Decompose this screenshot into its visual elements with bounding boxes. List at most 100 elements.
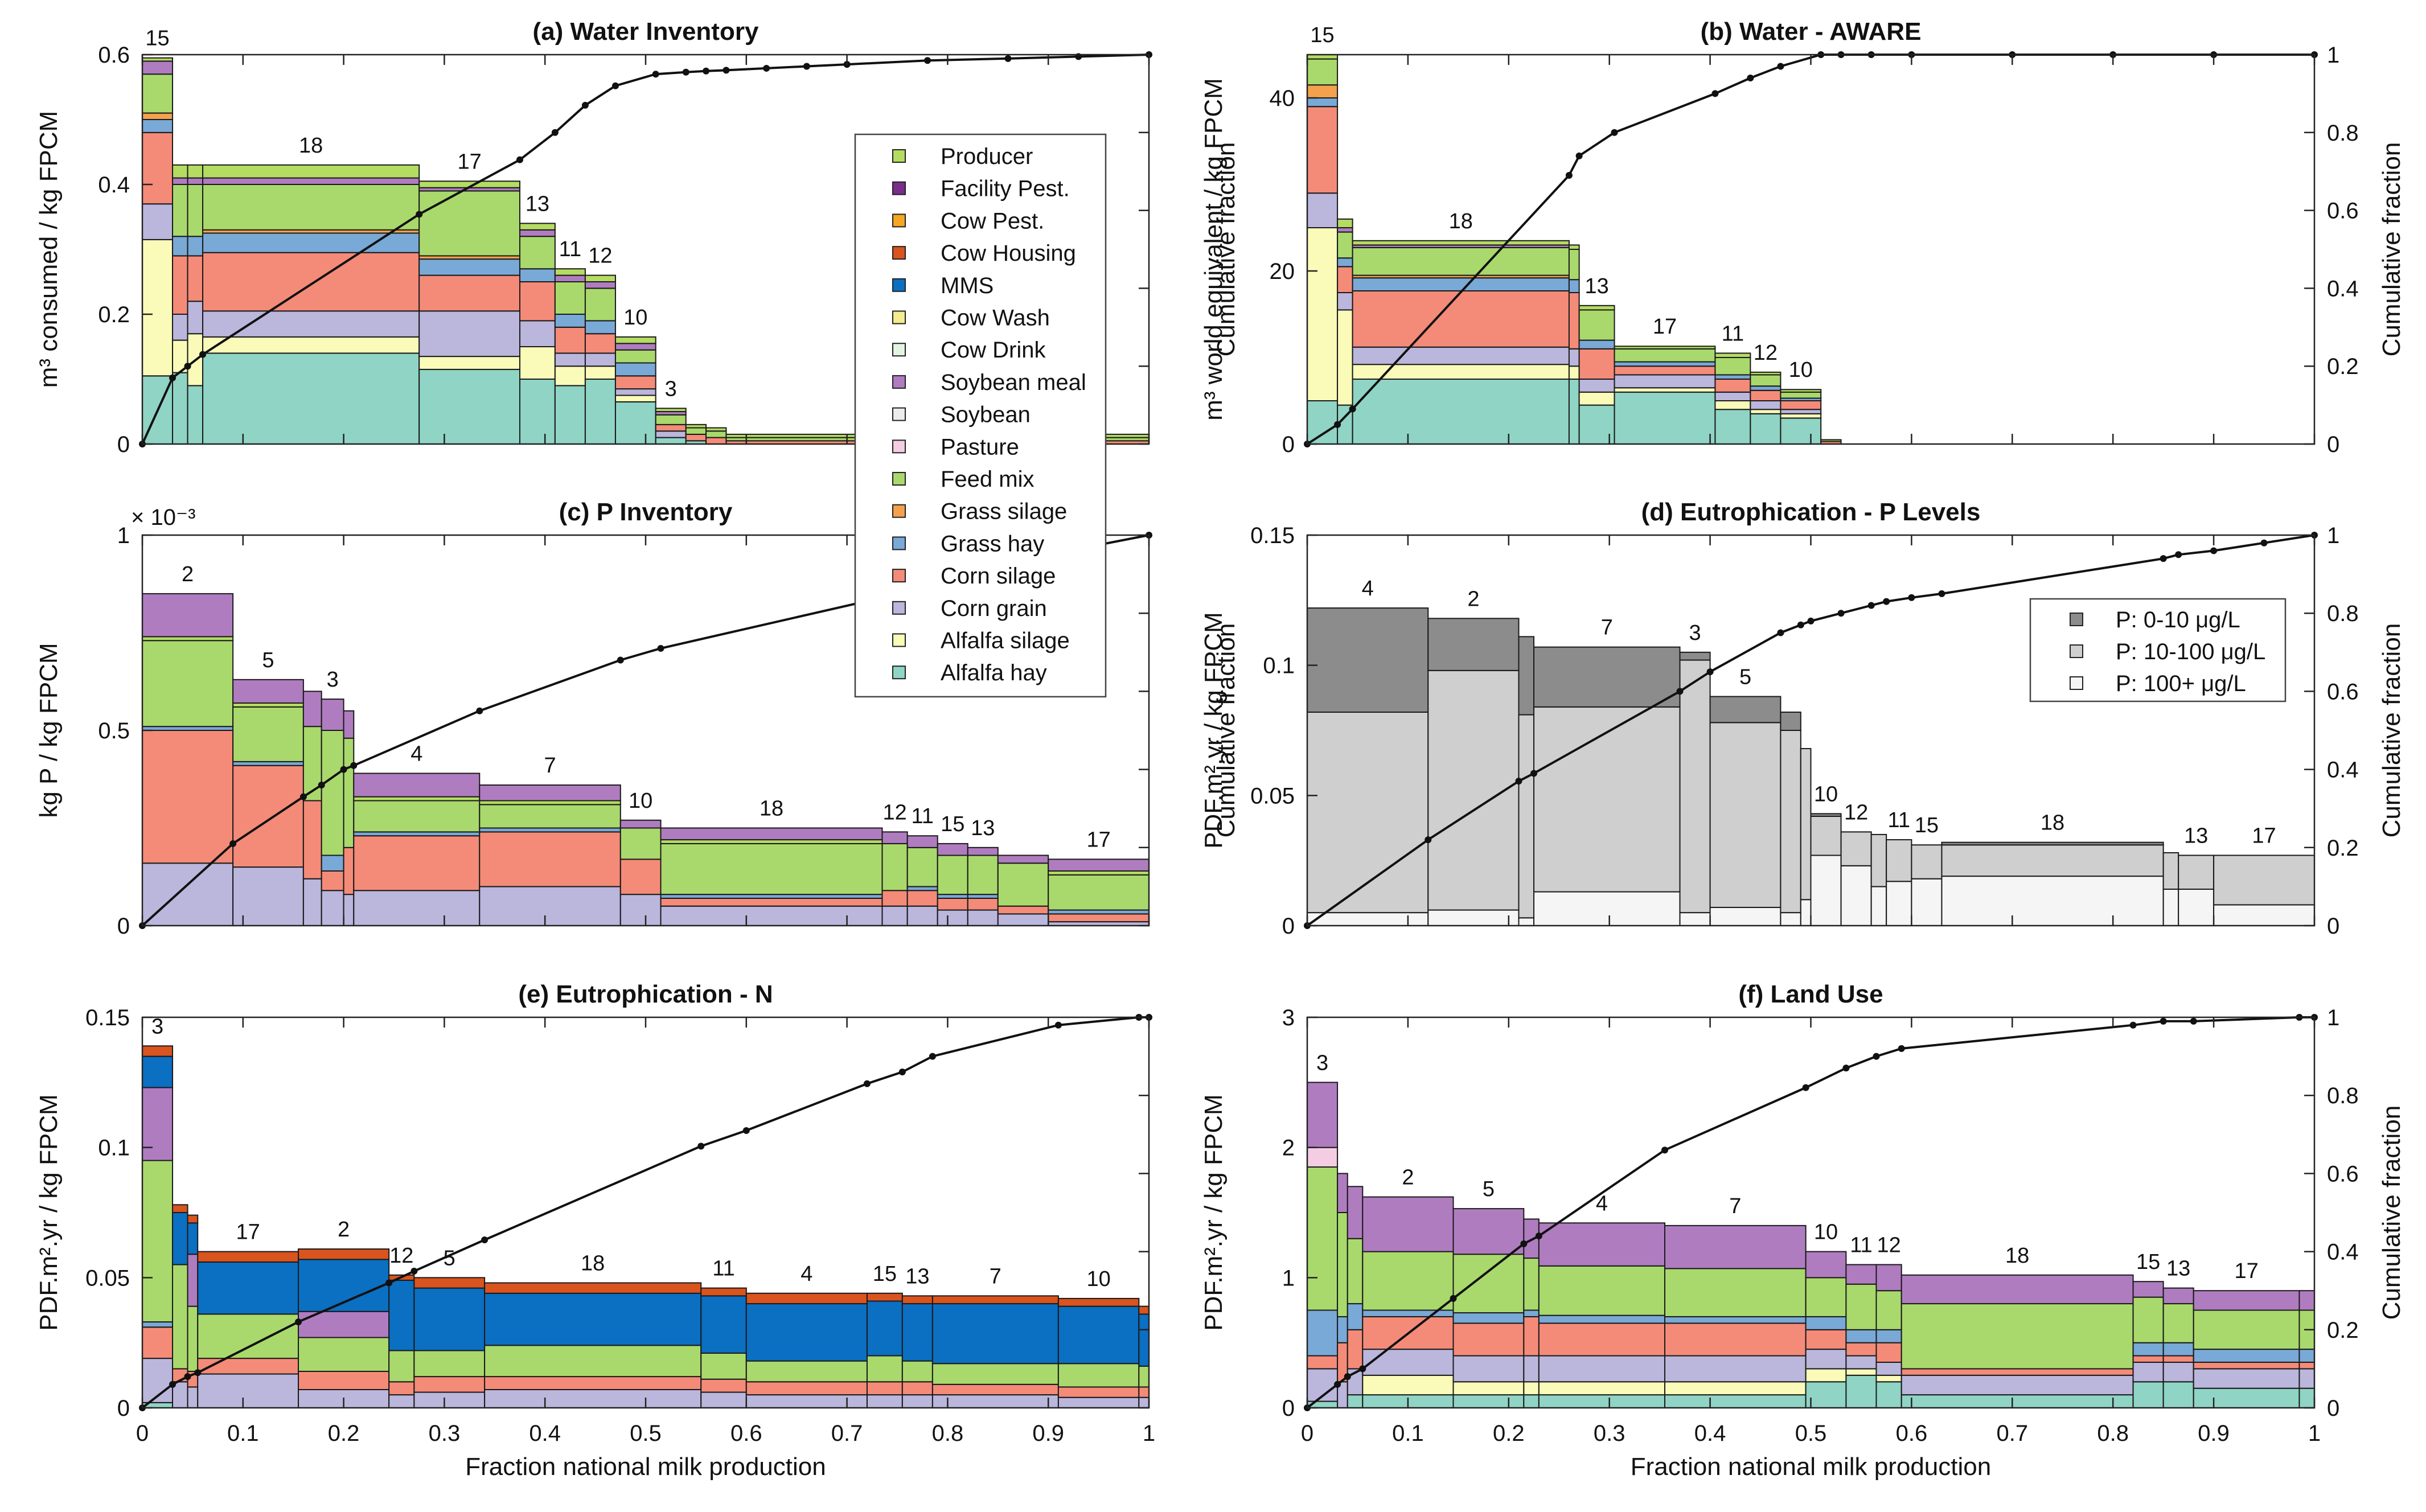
bar-label: 7: [1601, 616, 1613, 640]
bar-label: 11: [712, 1257, 734, 1281]
right-tick-label: 0: [2327, 1396, 2339, 1421]
bar-segment: [967, 894, 999, 899]
cumulative-point: [1676, 688, 1684, 695]
bar-segment: [142, 57, 174, 62]
bar-segment: [1900, 1274, 2134, 1305]
bar-segment: [353, 890, 481, 927]
right-tick-label: 0.4: [2327, 276, 2359, 301]
bar-segment: [1845, 1283, 1877, 1330]
bar-segment: [2193, 1361, 2300, 1370]
bar-segment: [1780, 391, 1822, 399]
bar-segment: [554, 268, 586, 276]
bar-f-9: 11: [1845, 1233, 1877, 1408]
bar-segment: [1048, 913, 1150, 923]
bar-segment: [1780, 417, 1822, 445]
bar-segment: [1845, 1342, 1877, 1357]
bar-a-6: 11: [554, 237, 586, 445]
bar-segment: [1048, 870, 1150, 876]
cumulative-point: [229, 840, 237, 847]
right-tick-label: 1: [2327, 43, 2339, 68]
bar-segment: [519, 229, 556, 237]
bar-segment: [142, 1160, 174, 1323]
bar-segment: [1714, 409, 1751, 445]
bar-segment: [1714, 374, 1751, 380]
bar-label: 18: [1449, 209, 1473, 233]
bar-segment: [519, 320, 556, 348]
x-tick-label: 0.9: [2198, 1421, 2230, 1446]
cumulative-point: [924, 57, 931, 64]
bar-d-0: 4: [1307, 577, 1429, 926]
cumulative-point: [1898, 1045, 1905, 1052]
bar-segment: [2193, 1349, 2300, 1363]
bar-segment: [1900, 1368, 2134, 1376]
bar-segment: [1664, 1225, 1807, 1269]
bar-segment: [1614, 391, 1716, 445]
bar-segment: [187, 1386, 199, 1408]
bar-segment: [1845, 1374, 1877, 1408]
legend-label: Cow Drink: [941, 338, 1046, 363]
bar-segment: [202, 177, 420, 186]
bar-label: 10: [629, 789, 652, 813]
bar-segment: [901, 1303, 933, 1362]
bar-segment: [202, 310, 420, 338]
bar-label: 12: [882, 800, 906, 824]
bar-segment: [484, 1388, 702, 1408]
bar-segment: [1709, 906, 1781, 927]
bar-segment: [2193, 1290, 2300, 1311]
legend-swatch: [892, 665, 906, 680]
bar-label: 18: [760, 797, 783, 821]
legend-swatch: [892, 536, 906, 550]
cumulative-point: [2260, 539, 2268, 547]
bar-label: 3: [665, 377, 677, 401]
bar-segment: [172, 184, 188, 237]
bar-segment: [2162, 1355, 2194, 1363]
bar-c-0: 2: [142, 562, 234, 926]
right-tick-label: 0.2: [2327, 1318, 2359, 1343]
bar-f-15: [2298, 1290, 2316, 1408]
bar-label: 7: [544, 754, 556, 778]
legend-label: Alfalfa silage: [941, 628, 1070, 654]
bar-segment: [172, 164, 188, 179]
bar-segment: [1568, 292, 1580, 350]
bar-c-1: 5: [232, 648, 304, 926]
y-axis-label: kg P / kg FPCM: [35, 643, 63, 817]
bar-a-4: 17: [418, 150, 521, 445]
bar-segment: [202, 164, 420, 179]
bar-label: 10: [1086, 1267, 1110, 1291]
bar-segment: [1886, 881, 1912, 926]
bar-label: 15: [145, 27, 169, 51]
y-tick-label: 0: [117, 914, 130, 939]
cumulative-point: [1661, 1147, 1668, 1154]
bar-b-4: 13: [1578, 274, 1615, 445]
bar-segment: [554, 281, 586, 315]
cumulative-point: [1611, 129, 1618, 136]
bar-segment: [619, 827, 662, 860]
legend-swatch: [892, 601, 906, 615]
cumulative-point: [1747, 75, 1754, 82]
cumulative-point: [318, 782, 325, 789]
bar-segment: [142, 1087, 174, 1161]
cumulative-point: [723, 67, 730, 74]
bar-segment: [232, 706, 304, 762]
bar-segment: [2132, 1281, 2164, 1298]
bar-segment: [2132, 1381, 2164, 1408]
bar-e-10: 15: [866, 1262, 903, 1408]
bar-f-10: 12: [1875, 1233, 1902, 1408]
bar-c-6: 7: [479, 754, 621, 927]
legend-swatch: [892, 181, 906, 195]
bar-label: 7: [990, 1264, 1001, 1288]
bar-a-0: 15: [142, 27, 174, 445]
bar-segment: [1307, 1355, 1339, 1370]
bar-segment: [2178, 888, 2215, 927]
panel-title: (b) Water - AWARE: [1701, 18, 1922, 46]
bar-segment: [1875, 1361, 1902, 1376]
bar-f-2: [1347, 1186, 1364, 1408]
bar-segment: [1578, 339, 1615, 350]
x-tick-label: 0.6: [1896, 1421, 1928, 1446]
bar-segment: [1750, 385, 1781, 391]
legend-label: Soybean meal: [941, 370, 1086, 395]
bar-segment: [1048, 909, 1150, 915]
